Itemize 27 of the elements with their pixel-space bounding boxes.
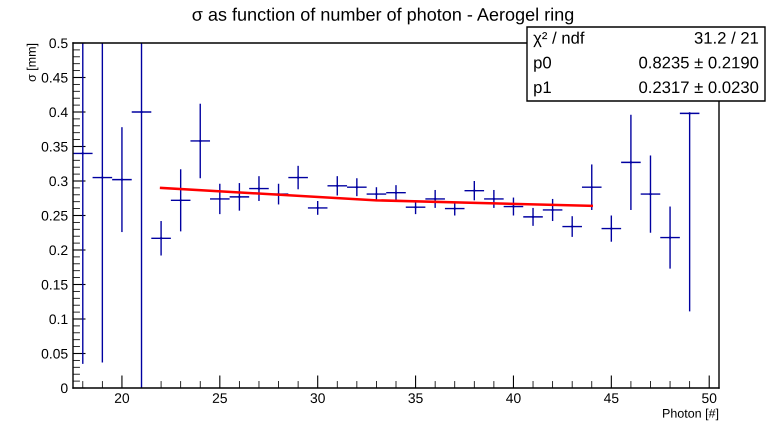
annotation: 0.2317 ± 0.0230 [639,81,758,94]
y-axis-title: σ [mm] [26,44,38,82]
chart-title: σ as function of number of photon - Aerogel ring [192,8,574,24]
x-axis-title: Photon [#] [663,408,718,420]
annotation: p1 [534,82,551,96]
x-tick-label: 35 [408,393,423,404]
annotation: χ² / ndf [533,32,585,48]
y-tick-label: 0.15 [42,280,68,290]
y-tick-label: 0.2 [49,245,68,256]
y-tick-label: 0.5 [49,38,68,48]
y-tick-label: 0.25 [42,210,68,221]
x-tick-label: 50 [702,393,716,404]
y-tick-label: 0.35 [42,142,68,152]
y-tick-label: 0.3 [49,176,68,186]
y-tick-label: 0.4 [49,107,68,118]
y-tick-label: 0.45 [42,72,68,83]
annotation: p0 [534,56,552,72]
y-tick-label: 0.05 [42,348,68,359]
x-tick-label: 20 [114,393,130,404]
x-tick-label: 30 [310,393,325,404]
annotation: 31.2 / 21 [694,32,758,44]
y-tick-label: 0.1 [49,314,68,324]
x-tick-label: 25 [212,393,227,404]
annotation: 0.8235 ± 0.2190 [639,56,758,68]
x-tick-label: 40 [506,393,521,404]
y-tick-label: 0 [60,383,68,394]
x-tick-label: 45 [604,393,618,404]
